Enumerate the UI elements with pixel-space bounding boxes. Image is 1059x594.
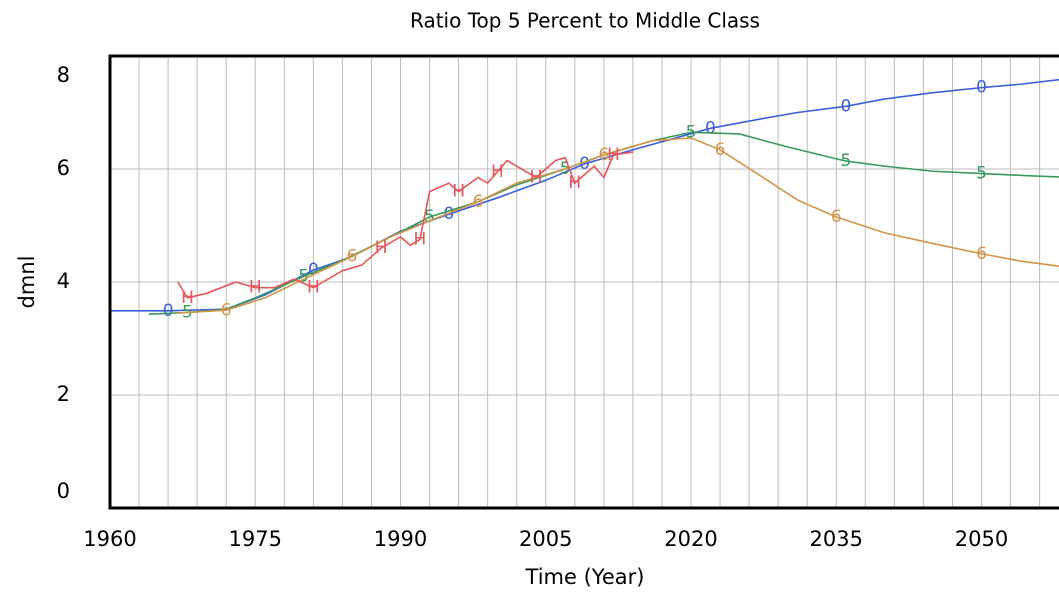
series-marker: 5 <box>686 122 697 142</box>
series-marker: 6 <box>715 140 726 160</box>
chart-title: Ratio Top 5 Percent to Middle Class <box>410 9 760 33</box>
x-tick-label: 2020 <box>664 527 717 551</box>
y-tick-label: 4 <box>57 269 70 293</box>
series-line <box>110 78 1059 312</box>
series-marker: 5 <box>298 266 309 286</box>
series-marker: 6 <box>976 244 987 264</box>
series-marker: 0 <box>444 204 455 224</box>
series-marker: 6 <box>221 300 232 320</box>
series-marker: 0 <box>841 96 852 116</box>
x-axis-label: Time (Year) <box>525 565 645 589</box>
y-tick-label: 2 <box>57 382 70 406</box>
y-axis-label: dmnl <box>15 256 39 309</box>
series-marker: 5 <box>841 151 852 171</box>
x-tick-label: 1975 <box>229 527 282 551</box>
series-marker: 6 <box>598 145 609 165</box>
series-marker: 0 <box>579 154 590 174</box>
x-tick-label: 1990 <box>374 527 427 551</box>
series-marker: H <box>452 182 465 202</box>
series-marker: 0 <box>705 118 716 138</box>
y-tick-label: 6 <box>57 156 70 180</box>
plot-frame <box>108 54 1059 510</box>
x-tick-label: 1960 <box>83 527 136 551</box>
series-marker: H <box>249 278 262 298</box>
x-tick-label: 2005 <box>519 527 572 551</box>
series-marker: 6 <box>347 247 358 267</box>
y-tick-label: 8 <box>57 63 70 87</box>
series-marker: H <box>568 173 581 193</box>
x-tick-label: 2050 <box>955 527 1008 551</box>
series-marker: H <box>413 230 426 250</box>
series-marker: 6 <box>473 192 484 212</box>
series-line <box>177 151 634 299</box>
series-marker: 0 <box>163 301 174 321</box>
series-marker: H <box>181 288 194 308</box>
series-marker: H <box>307 278 320 298</box>
series-marker: H <box>491 162 504 182</box>
x-tick-label: 2035 <box>810 527 863 551</box>
series-marker: 5 <box>976 164 987 184</box>
series-marker: 0 <box>308 260 319 280</box>
series-marker: 6 <box>831 207 842 227</box>
series-marker: 0 <box>976 78 987 98</box>
series-marker: H <box>375 238 388 258</box>
series-marker: H <box>530 167 543 187</box>
plot-area: 1960 1975 1990 2005 2020 2035 2050 0 2 4 6 8 0 0 0 0 0 0 0… <box>57 54 1059 551</box>
series-line <box>177 137 1059 314</box>
y-tick-label: 0 <box>57 479 70 503</box>
series-marker: 5 <box>424 207 435 227</box>
series-marker: H <box>607 145 620 165</box>
